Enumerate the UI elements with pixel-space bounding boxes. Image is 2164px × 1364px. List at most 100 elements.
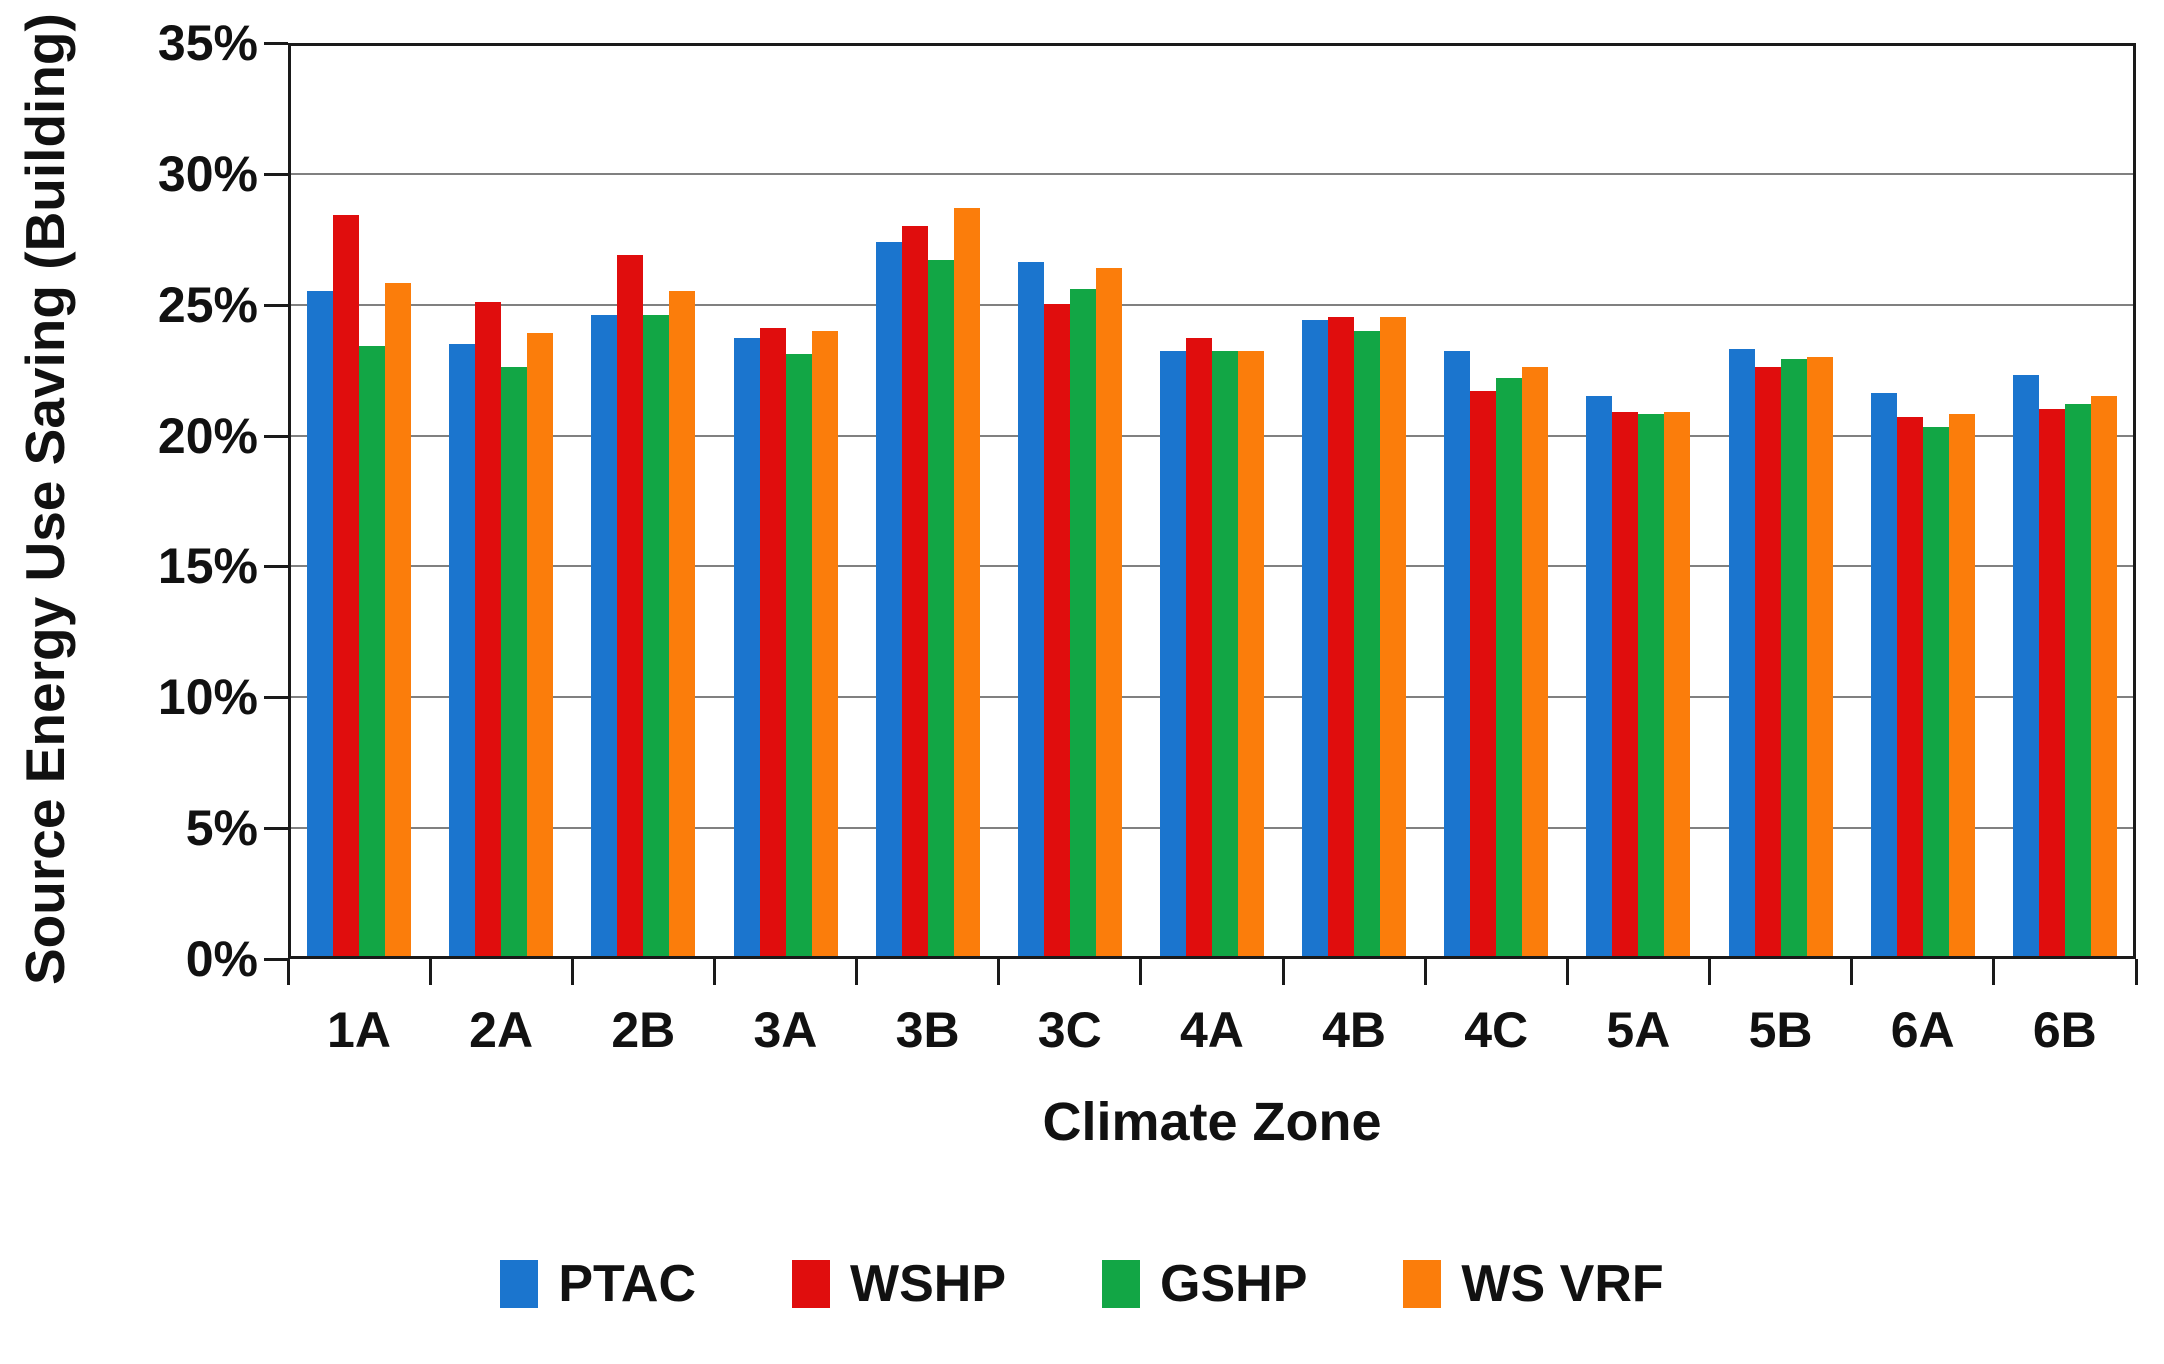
bar-ws-vrf-3c xyxy=(1095,267,1122,956)
x-axis-title: Climate Zone xyxy=(1042,1092,1382,1152)
legend-swatch-icon xyxy=(792,1260,831,1308)
x-tick-label-2a: 2A xyxy=(469,1002,534,1058)
y-tick-mark xyxy=(264,696,288,700)
bar-ptac-3a xyxy=(733,338,760,956)
y-tick-mark xyxy=(264,958,288,961)
bar-wshp-3a xyxy=(759,327,786,956)
bar-wshp-4c xyxy=(1470,390,1497,956)
bar-ws-vrf-1a xyxy=(385,283,412,956)
x-tick-mark xyxy=(712,959,716,985)
bar-ptac-1a xyxy=(307,291,334,956)
plot-area xyxy=(288,43,2136,959)
bar-ptac-3c xyxy=(1017,262,1044,956)
x-tick-label-2b: 2B xyxy=(611,1002,676,1058)
x-tick-label-5b: 5B xyxy=(1748,1002,1813,1058)
bar-ws-vrf-6b xyxy=(2090,395,2117,956)
bar-ws-vrf-4a xyxy=(1238,351,1264,956)
y-tick-label-20pct: 20% xyxy=(157,407,258,464)
bar-wshp-6b xyxy=(2038,409,2065,956)
legend-item-ws-vrf: WS VRF xyxy=(1403,1255,1664,1313)
bar-wshp-5b xyxy=(1754,367,1781,956)
bar-wshp-2b xyxy=(617,254,644,956)
bar-ptac-6a xyxy=(1870,393,1897,956)
x-tick-label-4b: 4B xyxy=(1322,1002,1387,1058)
x-tick-label-5a: 5A xyxy=(1606,1002,1671,1058)
y-tick-label-30pct: 30% xyxy=(157,145,258,202)
y-tick-mark xyxy=(264,42,288,45)
bar-gshp-4a xyxy=(1212,351,1238,956)
x-tick-label-6b: 6B xyxy=(2032,1002,2097,1058)
y-tick-label-25pct: 25% xyxy=(157,276,258,333)
legend-swatch-icon xyxy=(1102,1260,1141,1308)
bar-wshp-4a xyxy=(1186,338,1212,956)
x-tick-label-6a: 6A xyxy=(1890,1002,1955,1058)
bar-wshp-1a xyxy=(333,215,360,956)
bar-gshp-4c xyxy=(1496,377,1523,956)
bar-gshp-4b xyxy=(1354,330,1381,956)
legend-item-wshp: WSHP xyxy=(792,1256,1006,1312)
y-tick-mark xyxy=(264,434,288,438)
x-tick-label-3c: 3C xyxy=(1037,1002,1102,1058)
y-tick-mark xyxy=(264,827,288,831)
x-tick-mark xyxy=(1850,959,1854,985)
bar-ptac-2a xyxy=(449,343,476,956)
x-tick-mark xyxy=(2134,959,2138,985)
bar-ws-vrf-5a xyxy=(1664,411,1691,956)
legend-item-gshp: GSHP xyxy=(1102,1256,1307,1312)
bar-wshp-2a xyxy=(475,301,502,956)
bar-wshp-4b xyxy=(1328,317,1355,956)
bar-gshp-3c xyxy=(1069,288,1096,956)
legend-label: WSHP xyxy=(850,1255,1007,1313)
x-tick-mark xyxy=(997,959,1001,985)
legend-label: WS VRF xyxy=(1461,1255,1664,1313)
y-tick-label-35pct: 35% xyxy=(157,15,258,71)
x-tick-label-1a: 1A xyxy=(327,1002,391,1058)
legend-swatch-icon xyxy=(500,1260,539,1308)
bar-wshp-3c xyxy=(1043,304,1070,956)
bar-gshp-2a xyxy=(501,367,528,956)
x-tick-label-4c: 4C xyxy=(1464,1002,1529,1058)
legend-swatch-icon xyxy=(1403,1260,1442,1308)
bar-wshp-6a xyxy=(1896,416,1923,956)
bar-gshp-6a xyxy=(1922,427,1949,956)
legend-label: PTAC xyxy=(558,1255,697,1313)
bar-wshp-3b xyxy=(901,225,928,956)
x-tick-mark xyxy=(1565,959,1569,985)
bar-ptac-3b xyxy=(875,241,902,956)
x-tick-mark xyxy=(1423,959,1427,985)
bar-ptac-4b xyxy=(1302,320,1329,956)
y-tick-mark xyxy=(264,303,288,307)
bar-gshp-6b xyxy=(2064,403,2091,956)
y-tick-label-10pct: 10% xyxy=(157,669,258,726)
x-tick-mark xyxy=(855,959,859,985)
y-tick-label-0pct: 0% xyxy=(185,931,258,987)
x-tick-mark xyxy=(1708,959,1712,985)
bar-ws-vrf-5b xyxy=(1806,356,1833,956)
legend-label: GSHP xyxy=(1160,1255,1308,1313)
x-tick-mark xyxy=(286,959,290,985)
bar-gshp-2b xyxy=(643,314,670,956)
x-tick-mark xyxy=(1139,959,1143,985)
legend: PTAC WSHP GSHP WS VRF xyxy=(0,1256,2164,1312)
bar-gshp-5a xyxy=(1638,414,1665,956)
bar-gshp-5b xyxy=(1780,359,1807,956)
bar-ws-vrf-2a xyxy=(527,333,554,956)
legend-item-ptac: PTAC xyxy=(500,1256,696,1312)
y-tick-mark xyxy=(264,565,288,569)
x-tick-mark xyxy=(428,959,432,985)
bar-ws-vrf-4c xyxy=(1522,367,1549,956)
gridline-25 xyxy=(291,303,2133,306)
bar-ws-vrf-6a xyxy=(1948,414,1975,956)
x-tick-mark xyxy=(1992,959,1996,985)
bar-ws-vrf-4b xyxy=(1380,317,1407,956)
y-tick-label-5pct: 5% xyxy=(185,800,258,857)
bar-ptac-2b xyxy=(591,314,618,956)
x-tick-mark xyxy=(570,959,574,985)
y-tick-label-15pct: 15% xyxy=(157,538,258,595)
bar-ptac-5a xyxy=(1586,395,1613,956)
gridline-30 xyxy=(291,172,2133,175)
x-tick-label-3b: 3B xyxy=(895,1002,960,1058)
x-tick-mark xyxy=(1281,959,1285,985)
bar-ws-vrf-3b xyxy=(953,207,980,956)
